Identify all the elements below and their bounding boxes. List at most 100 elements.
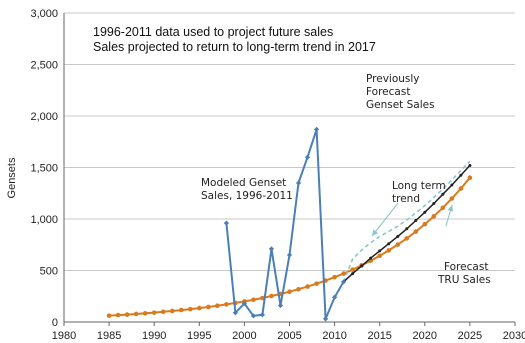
series-forecast-genset [106,175,473,318]
annotation-forecast-tru-1: Forecast [444,261,488,273]
data-point [405,227,409,231]
data-point [268,246,275,252]
x-tick-label: 2030 [503,330,525,342]
data-point [387,242,391,246]
arrow-head [447,205,454,212]
annotation-top-line2: Sales projected to return to long-term t… [93,40,376,54]
annotation-arrows [371,202,454,237]
data-point [313,126,320,132]
data-point [224,302,229,307]
y-axis-title: Gensets [6,157,18,198]
series-forecast-tru [342,160,471,283]
data-point [458,186,464,191]
data-point [295,180,302,186]
data-point [259,312,266,318]
x-tick-label: 2020 [413,330,437,342]
data-point [369,256,373,260]
y-tick-label: 500 [40,266,58,278]
annotation-forecast-tru-2: TRU Sales [437,274,491,286]
data-point [404,236,410,241]
annotation-modeled-2: Sales, 1996-2011 [201,190,293,202]
series-line [342,160,471,283]
data-point [332,294,338,300]
x-tick-label: 1985 [97,330,121,342]
data-point [286,252,293,258]
data-point [423,210,427,214]
data-point [206,304,211,310]
y-tick-label: 0 [52,317,58,329]
data-point [304,154,311,160]
data-point [377,253,383,259]
arrow-line [371,202,399,237]
data-point [432,202,436,206]
data-point [223,220,229,226]
data-point [124,312,130,317]
data-point [468,163,472,167]
data-point [178,307,184,313]
data-point [142,311,148,316]
data-point [133,311,139,317]
series-line [225,129,345,320]
data-point [459,173,463,177]
y-tick-label: 1,000 [30,214,58,226]
data-point [351,272,355,276]
annotation-modeled-1: Modeled Genset [201,177,286,189]
data-point [269,293,274,299]
data-point [395,242,401,247]
series-layer [106,126,473,322]
data-point [151,310,157,315]
annotation-long-term-2: trend [392,193,420,205]
data-point [106,313,112,318]
data-point [441,192,445,196]
data-point [187,306,193,312]
data-point [232,310,238,316]
x-tick-label: 1980 [52,330,76,342]
x-tick-label: 1990 [142,330,166,342]
data-point [197,305,202,311]
x-tick-label: 2025 [458,330,482,342]
x-tick-label: 2010 [322,330,346,342]
y-tick-label: 3,000 [30,8,58,20]
data-point [341,279,347,285]
data-point [241,300,247,307]
axes [63,13,516,326]
data-point [396,235,400,239]
series-modeled-genset [223,126,347,322]
data-point [467,175,473,180]
data-point [314,281,319,286]
arrow-head [372,229,379,236]
annotation-previously-forecast-1: Previously [366,73,420,85]
data-point [431,214,437,219]
data-point [440,205,446,211]
y-tick-label: 2,500 [30,60,58,72]
data-point [414,219,418,223]
data-point [305,284,310,289]
data-point [450,183,454,187]
annotation-previously-forecast-2: Forecast [366,86,410,98]
tick-labels: 0 500 1,000 1,500 2,000 2,500 3,000 1980 1985 199… [30,8,525,342]
annotation-top-line1: 1996-2011 data used to project future sa… [93,25,333,39]
data-point [422,221,428,227]
data-point [341,271,346,276]
gridlines [64,12,515,271]
data-point [160,309,166,315]
x-tick-label: 2000 [232,330,256,342]
annotation-previously-forecast-3: Genset Sales [366,99,435,111]
data-point [449,196,455,201]
data-point [413,229,419,234]
data-point [322,316,329,322]
y-tick-label: 2,000 [30,111,58,123]
data-point [350,267,355,272]
data-point [332,274,337,280]
data-point [360,264,364,268]
data-point [296,286,301,292]
data-point [215,303,220,309]
data-point [251,297,256,303]
data-point [250,313,257,319]
data-point [115,312,121,318]
data-point [287,289,292,295]
data-point [386,248,392,253]
annotation-long-term-1: Long term [392,180,446,192]
x-tick-label: 2005 [277,330,301,342]
